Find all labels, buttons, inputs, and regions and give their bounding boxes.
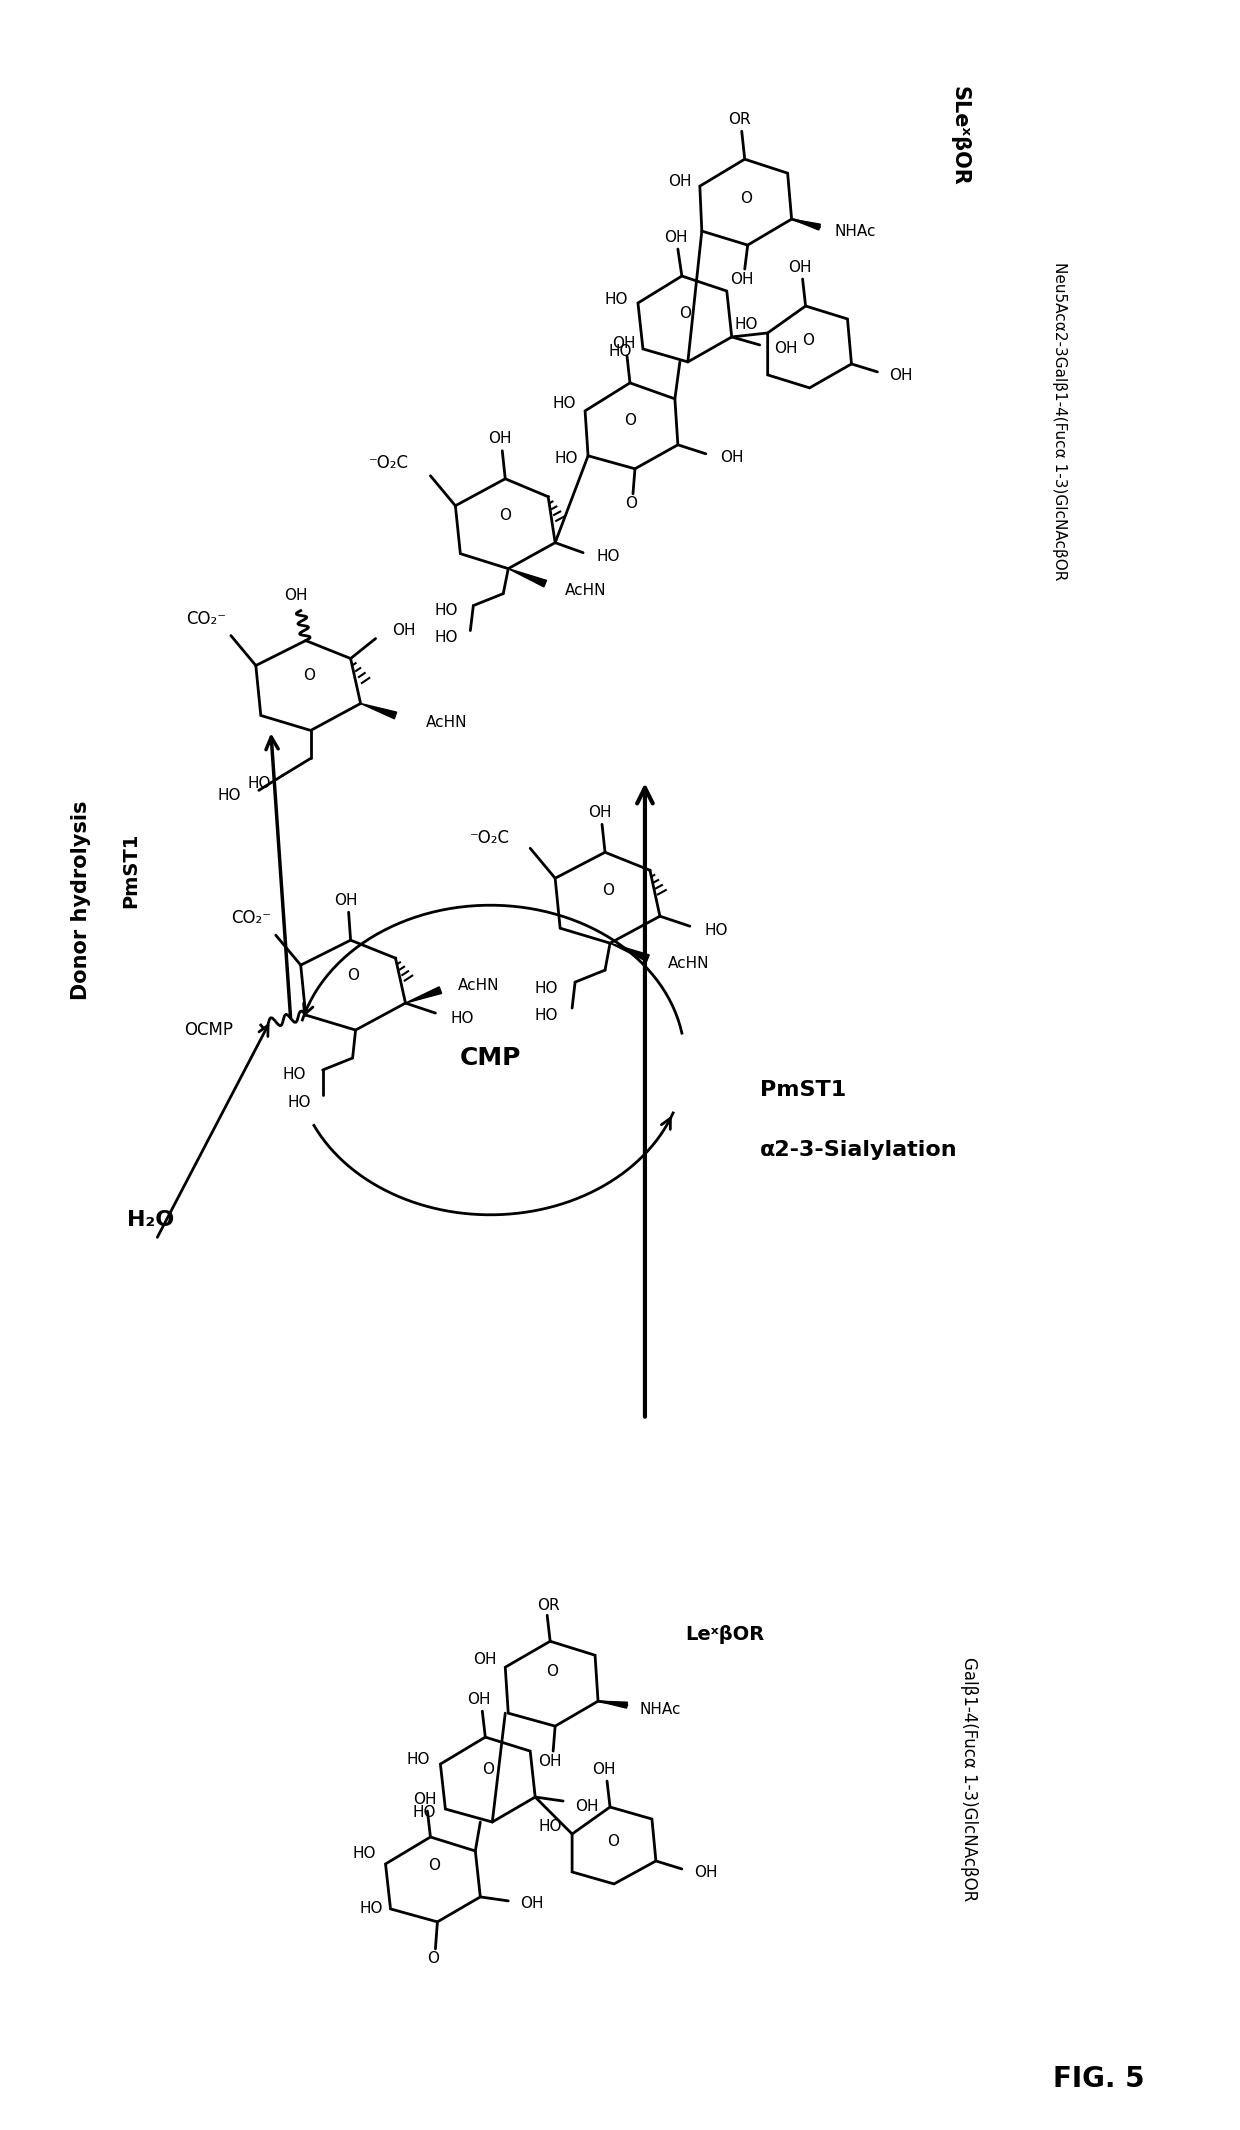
Polygon shape (505, 1642, 598, 1725)
Text: O: O (624, 413, 636, 428)
Text: HO: HO (538, 1819, 562, 1834)
Text: PmST1: PmST1 (760, 1080, 846, 1099)
Text: HO: HO (413, 1804, 436, 1819)
Text: OH: OH (413, 1791, 436, 1806)
Text: H₂O: H₂O (128, 1210, 175, 1229)
Text: OH: OH (575, 1798, 599, 1813)
Text: OH: OH (668, 175, 692, 190)
Text: AcHN: AcHN (425, 716, 467, 731)
Text: CO₂⁻: CO₂⁻ (231, 910, 270, 927)
Text: α2-3-Sialylation: α2-3-Sialylation (760, 1140, 957, 1161)
Text: OR: OR (728, 111, 751, 128)
Polygon shape (598, 1702, 627, 1708)
Polygon shape (440, 1738, 536, 1821)
Text: O: O (802, 334, 815, 349)
Text: HO: HO (704, 922, 728, 937)
Text: PmST1: PmST1 (122, 833, 140, 907)
Text: HO: HO (352, 1847, 376, 1862)
Text: OH: OH (284, 588, 308, 603)
Polygon shape (610, 944, 650, 961)
Text: HO: HO (596, 550, 620, 564)
Text: Galβ1-4(Fucα 1-3)GlcNAcβOR: Galβ1-4(Fucα 1-3)GlcNAcβOR (960, 1657, 978, 1902)
Polygon shape (556, 852, 660, 944)
Text: AcHN: AcHN (565, 584, 606, 599)
Polygon shape (768, 307, 852, 388)
Text: OH: OH (393, 624, 415, 639)
Polygon shape (386, 1836, 480, 1921)
Text: OH: OH (472, 1651, 496, 1666)
Polygon shape (301, 939, 405, 1031)
Text: HO: HO (450, 1010, 474, 1025)
Text: O: O (603, 882, 614, 897)
Text: ⁻O₂C: ⁻O₂C (470, 829, 510, 848)
Text: OH: OH (489, 430, 512, 447)
Text: HO: HO (407, 1751, 430, 1766)
Text: HO: HO (534, 1007, 558, 1022)
Text: O: O (625, 496, 637, 511)
Text: ⁻O₂C: ⁻O₂C (368, 454, 408, 471)
Text: OH: OH (787, 260, 811, 275)
Text: Donor hydrolysis: Donor hydrolysis (71, 801, 92, 999)
Text: HO: HO (435, 630, 459, 645)
Text: HO: HO (283, 1067, 306, 1082)
Text: O: O (678, 307, 691, 322)
Text: HO: HO (553, 396, 577, 411)
Text: OH: OH (730, 271, 754, 288)
Polygon shape (361, 703, 397, 718)
Text: AcHN: AcHN (668, 956, 709, 971)
Text: HO: HO (360, 1902, 382, 1917)
Polygon shape (508, 569, 547, 588)
Text: OH: OH (889, 368, 913, 383)
Polygon shape (699, 160, 791, 245)
Polygon shape (791, 219, 821, 230)
Text: HO: HO (288, 1095, 311, 1110)
Text: O: O (740, 190, 751, 207)
Text: O: O (347, 967, 360, 982)
Text: OCMP: OCMP (184, 1020, 233, 1039)
Text: HO: HO (534, 980, 558, 995)
Polygon shape (637, 277, 732, 362)
Text: NHAc: NHAc (835, 224, 875, 239)
Text: SLeˣβOR: SLeˣβOR (950, 87, 970, 185)
Text: OH: OH (665, 230, 688, 245)
Text: HO: HO (217, 788, 241, 803)
Text: HO: HO (734, 317, 758, 332)
Text: OH: OH (774, 341, 797, 356)
Text: OH: OH (467, 1691, 491, 1706)
Text: O: O (303, 669, 315, 684)
Polygon shape (455, 479, 556, 569)
Text: CMP: CMP (460, 1046, 521, 1069)
Text: OH: OH (588, 805, 611, 820)
Text: HO: HO (604, 292, 627, 307)
Text: HO: HO (435, 603, 459, 618)
Text: OH: OH (613, 337, 636, 351)
Text: OH: OH (694, 1866, 717, 1881)
Text: HO: HO (554, 452, 578, 466)
Text: OH: OH (334, 892, 357, 907)
Text: AcHN: AcHN (459, 978, 500, 993)
Text: O: O (546, 1664, 558, 1678)
Polygon shape (585, 383, 678, 469)
Text: NHAc: NHAc (640, 1702, 682, 1717)
Text: CO₂⁻: CO₂⁻ (186, 609, 226, 628)
Text: OR: OR (537, 1598, 559, 1612)
Text: HO: HO (609, 345, 632, 360)
Text: O: O (608, 1834, 619, 1849)
Polygon shape (255, 641, 361, 731)
Text: O: O (428, 1859, 440, 1874)
Text: O: O (428, 1951, 439, 1966)
Polygon shape (405, 986, 441, 1003)
Text: OH: OH (593, 1762, 616, 1776)
Text: LeˣβOR: LeˣβOR (684, 1625, 764, 1644)
Text: HO: HO (247, 775, 270, 790)
Text: OH: OH (538, 1753, 562, 1768)
Polygon shape (572, 1806, 656, 1883)
Text: OH: OH (719, 449, 743, 464)
Text: FIG. 5: FIG. 5 (1053, 2064, 1145, 2092)
Text: O: O (500, 509, 511, 524)
Text: O: O (482, 1762, 495, 1776)
Text: Neu5Acα2-3Galβ1-4(Fucα 1-3)GlcNAcβOR: Neu5Acα2-3Galβ1-4(Fucα 1-3)GlcNAcβOR (1052, 262, 1066, 579)
Text: OH: OH (521, 1896, 543, 1911)
